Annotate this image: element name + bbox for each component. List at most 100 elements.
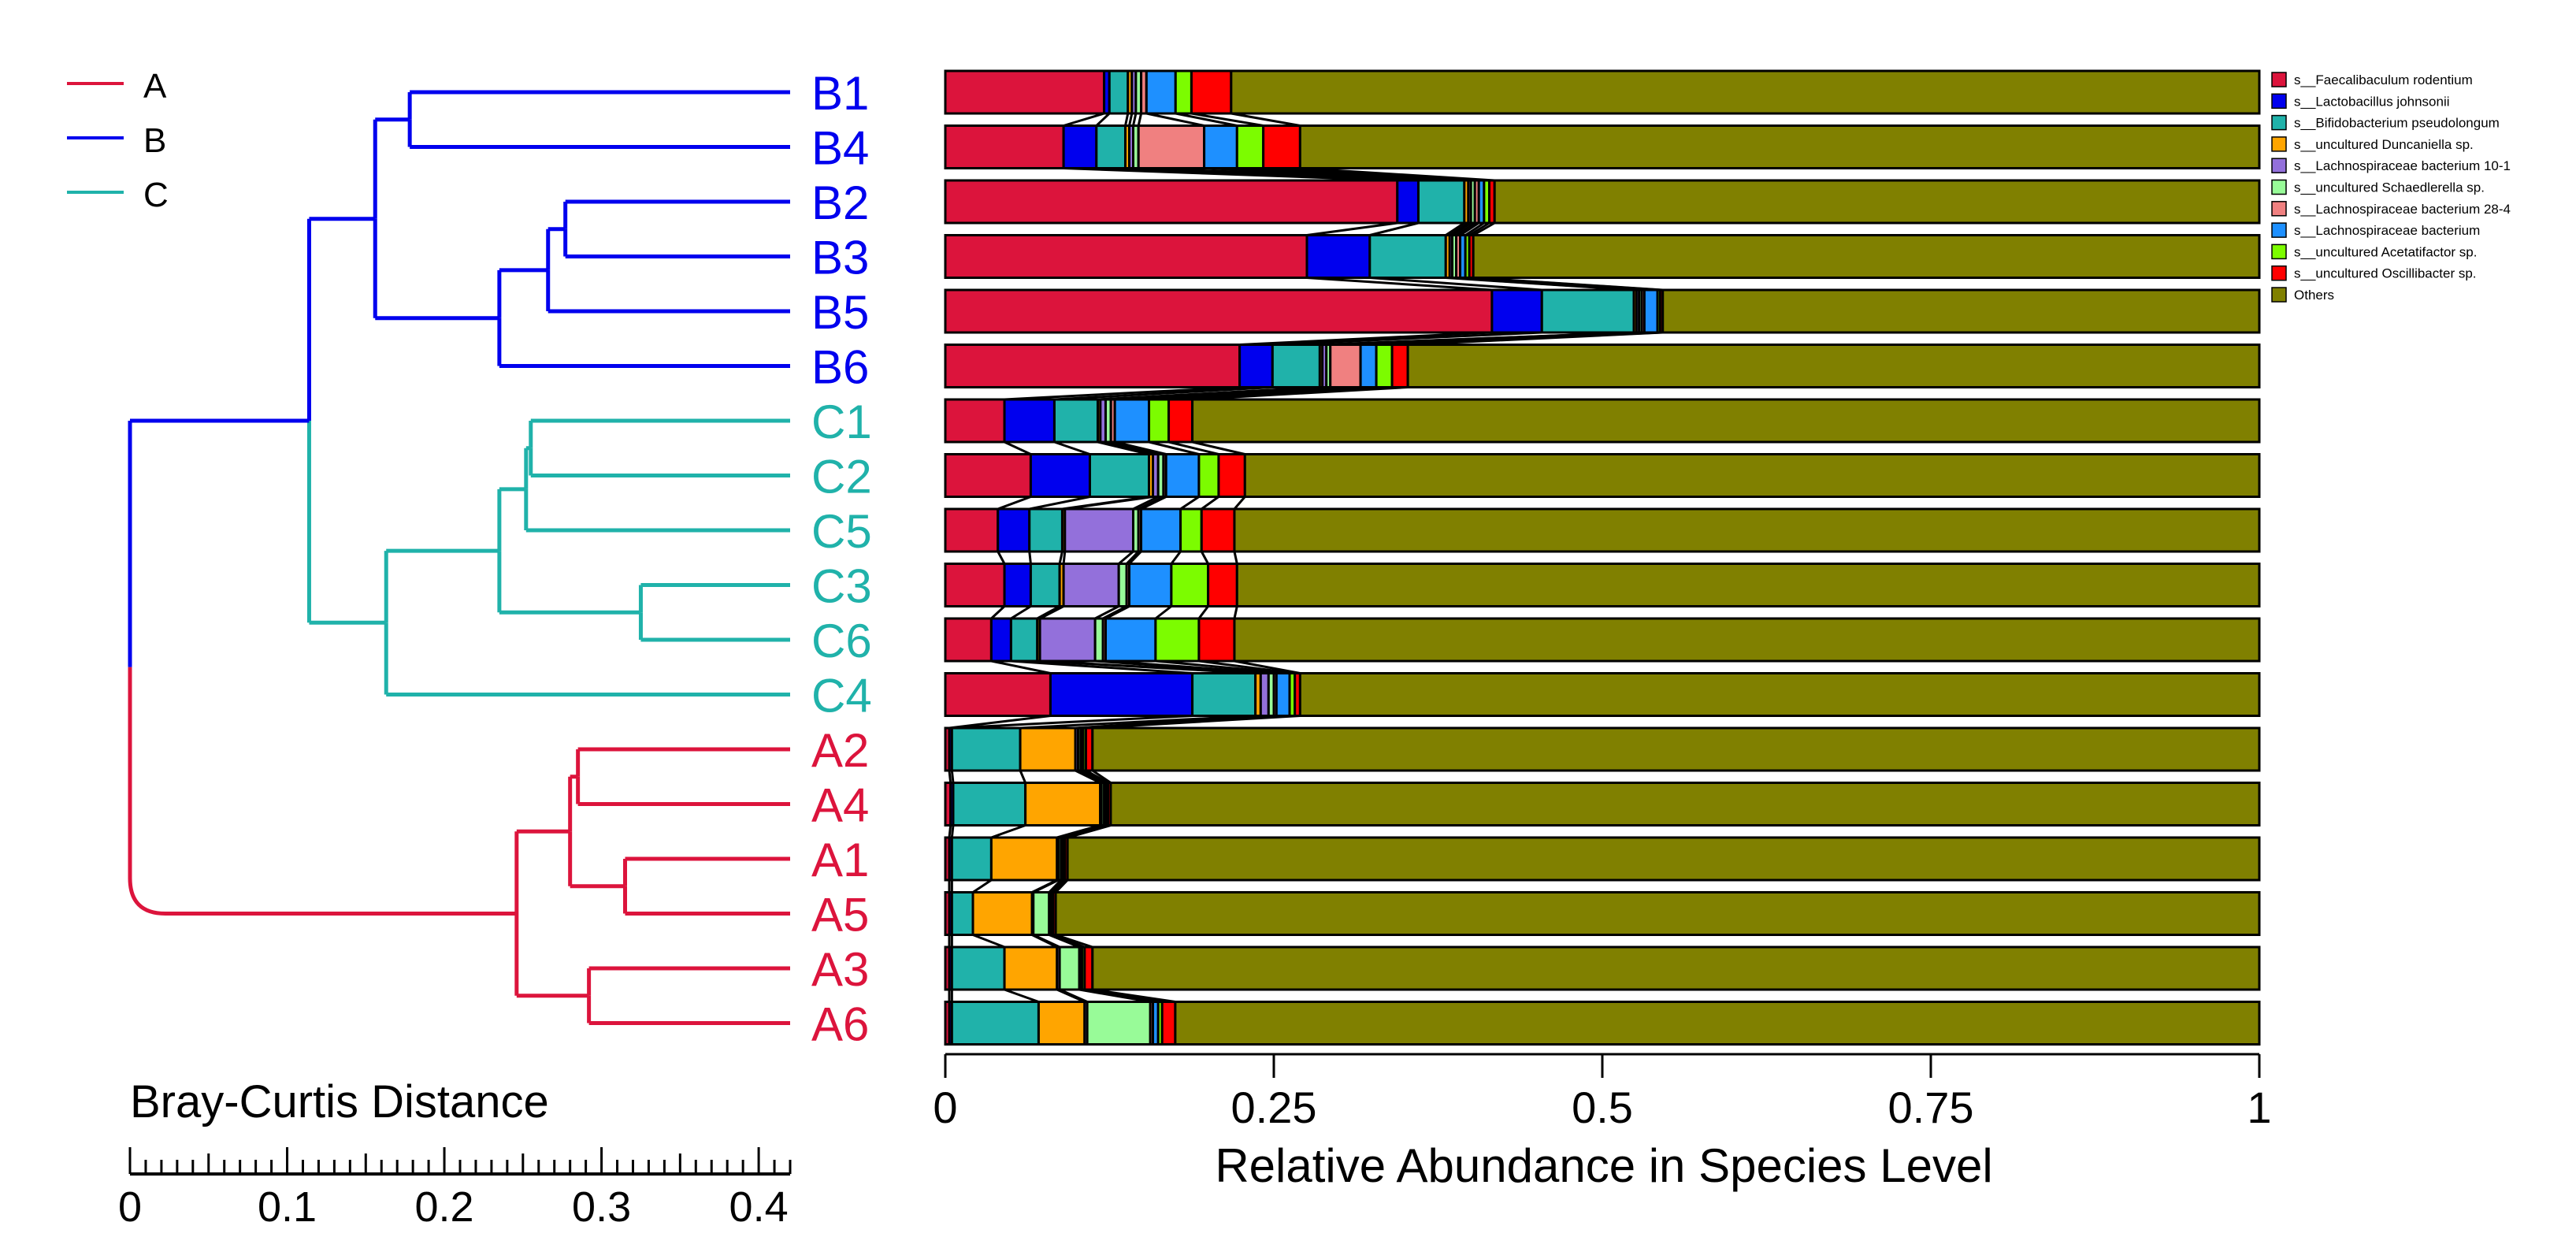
bar-connector (1063, 112, 1105, 127)
sample-label: B6 (811, 341, 869, 394)
bar-segment-b6-10 (1390, 344, 1409, 388)
legend-swatch (2271, 243, 2287, 260)
x-tick-label: 0.5 (1572, 1083, 1633, 1132)
bar-x-axis: Relative Abundance in Species Level 0 0.2… (933, 1053, 2272, 1192)
x-tick-label: 0 (933, 1083, 957, 1132)
bar-connector (1084, 988, 1163, 1003)
bar-segment-b4-3 (1095, 124, 1127, 169)
legend-swatch (2271, 265, 2287, 281)
bar-segment-b4-2 (1062, 124, 1098, 169)
bar-segment-a1-11 (1066, 836, 2261, 882)
stacked-bars (944, 69, 2261, 1046)
bar-segment-a1-3 (950, 836, 993, 882)
sample-label: C6 (811, 615, 872, 667)
bar-segment-c4-8 (1275, 672, 1291, 717)
bar-segment-b5-8 (1642, 288, 1659, 334)
bar-connector (1197, 605, 1209, 619)
bar-connector (1094, 605, 1119, 620)
sample-label: C4 (811, 670, 872, 723)
bar-connector (1464, 221, 1485, 236)
bar-segment-c6-8 (1104, 617, 1157, 663)
bar-connector (1149, 440, 1200, 455)
scale-tick-label: 0 (118, 1183, 142, 1231)
bar-segment-b5-3 (1540, 288, 1635, 334)
bar-connector (1306, 221, 1397, 236)
bar-segment-b2-1 (944, 179, 1399, 225)
bar-segment-a5-11 (1054, 891, 2261, 936)
bar-connector (1200, 551, 1209, 565)
bar-connector (1198, 659, 1295, 674)
bar-segment-c3-10 (1207, 563, 1238, 607)
bar-connector (1154, 605, 1172, 620)
bar-connector (1201, 496, 1219, 511)
bar-connector (1137, 113, 1143, 126)
sample-label: A1 (811, 834, 869, 886)
legend-label: s__Bifidobacterium pseudolongum (2294, 116, 2500, 131)
bar-connectors (948, 112, 1663, 1003)
bar-segment-b5-2 (1490, 288, 1543, 334)
bar-segment-c6-5 (1038, 617, 1097, 663)
bar-segment-a5-4 (971, 891, 1034, 936)
bar-segment-c5-5 (1063, 507, 1135, 553)
group-legend-label: B (143, 121, 166, 160)
bar-connector (1011, 659, 1193, 674)
bar-segment-a5-3 (950, 891, 974, 936)
bar-segment-b4-8 (1203, 124, 1238, 169)
bar-connector (1170, 551, 1182, 565)
bar-connector (990, 605, 1006, 620)
bar-connector (1010, 605, 1032, 620)
bar-segment-a3-11 (1091, 945, 2261, 991)
bar-connector (1192, 440, 1245, 455)
bar-segment-b4-7 (1137, 124, 1206, 169)
bar-segment-b1-3 (1108, 69, 1130, 115)
bar-connector (1468, 221, 1490, 236)
bar-connector (1004, 386, 1240, 401)
scale-tick-label: 0.3 (572, 1183, 631, 1231)
sample-label: B3 (811, 232, 869, 284)
bar-segment-b4-11 (1298, 124, 2261, 169)
group-legend-label: A (143, 67, 167, 106)
sample-label: A5 (811, 889, 869, 942)
bar-connector (1449, 221, 1469, 236)
bar-segment-c2-3 (1088, 453, 1151, 498)
legend-swatch (2271, 158, 2287, 173)
sample-label: A3 (811, 943, 869, 996)
bar-segment-c5-2 (997, 507, 1031, 553)
sample-label: A2 (811, 724, 869, 777)
bar-segment-b4-1 (944, 124, 1065, 169)
bar-segment-b5-1 (944, 288, 1494, 334)
bar-segment-a1-4 (989, 836, 1059, 882)
bar-connector (991, 659, 1051, 674)
bar-connector (1053, 440, 1090, 455)
bar-connector (1191, 112, 1264, 127)
bar-connector (1175, 112, 1238, 127)
bar-segment-c1-8 (1113, 398, 1151, 444)
bar-connector (948, 715, 1051, 730)
legend-label: s__uncultured Acetatifactor sp. (2294, 244, 2477, 259)
bar-segment-a3-10 (1083, 945, 1094, 991)
group-legend-label: C (143, 176, 169, 214)
bar-connector (1459, 221, 1480, 236)
bar-segment-c1-9 (1148, 398, 1171, 444)
bar-connector (1029, 496, 1090, 511)
bar-connector (1037, 605, 1060, 620)
bar-segment-a2-4 (1019, 726, 1077, 772)
bar-connector (1369, 221, 1419, 236)
sample-label: B4 (811, 122, 869, 175)
dendrogram (128, 90, 790, 1025)
bar-connector (1140, 496, 1167, 511)
bar-connector (1085, 769, 1109, 784)
bar-segment-c4-1 (944, 672, 1052, 717)
bar-segment-b4-10 (1262, 124, 1301, 169)
sample-label: B5 (811, 286, 869, 339)
bar-connector (972, 879, 993, 893)
bar-segment-c5-10 (1200, 507, 1236, 553)
bar-segment-c1-1 (944, 398, 1006, 444)
dendrogram-axis: Bray-Curtis Distance 0 0.1 0.2 0.3 0.4 (118, 1076, 792, 1231)
bar-connector (1233, 496, 1246, 510)
bar-segment-c3-8 (1128, 563, 1173, 607)
legend-swatch (2271, 287, 2287, 303)
bar-segment-a2-3 (950, 726, 1022, 772)
bar-segment-c2-10 (1217, 453, 1246, 498)
